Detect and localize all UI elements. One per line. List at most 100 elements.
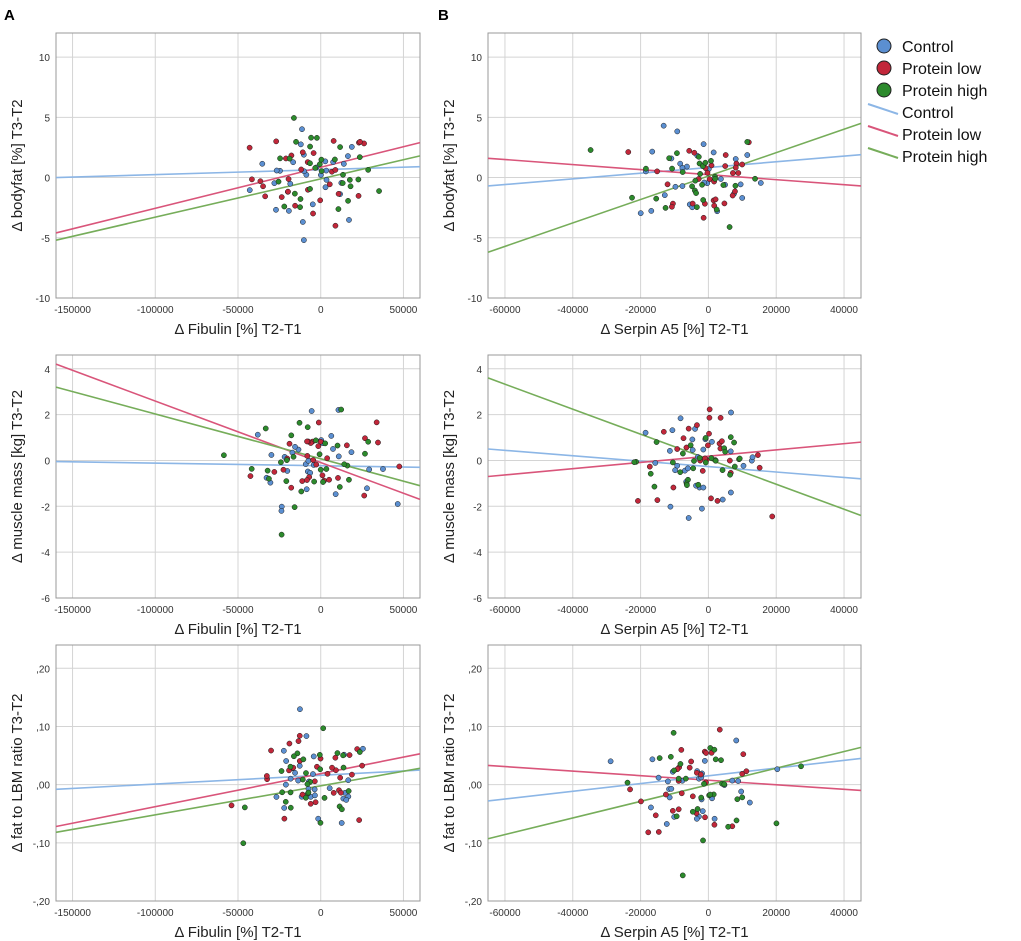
- scatter-point-control: [607, 758, 614, 765]
- scatter-point-protein-high: [337, 144, 343, 150]
- scatter-point-protein-low: [706, 430, 712, 437]
- scatter-point-protein-high: [722, 448, 728, 455]
- scatter-point-protein-high: [673, 813, 680, 820]
- legend: Control Protein low Protein high Control Pro…: [867, 38, 987, 166]
- scatter-point-protein-low: [675, 806, 682, 813]
- scatter-point-control: [684, 465, 691, 472]
- scatter-point-protein-high: [773, 820, 780, 827]
- x-tick-label: 0: [318, 605, 324, 616]
- plot-frame: [487, 644, 862, 902]
- scatter-point-control: [744, 152, 751, 158]
- scatter-point-protein-high: [720, 182, 727, 188]
- scatter-point-protein-high: [314, 135, 320, 141]
- scatter-point-protein-low: [769, 513, 776, 520]
- scatter-point-protein-low: [228, 802, 235, 809]
- scatter-point-protein-low: [706, 406, 713, 413]
- plot-frame: [487, 32, 862, 299]
- scatter-point-protein-high: [666, 155, 673, 162]
- scatter-point-protein-low: [705, 442, 711, 449]
- scatter-point-protein-low: [335, 475, 341, 481]
- scatter-point-protein-high: [278, 531, 285, 538]
- scatter-point-protein-low: [699, 468, 706, 474]
- scatter-point-protein-high: [698, 794, 705, 801]
- scatter-point-protein-low: [356, 817, 362, 823]
- scatter-point-protein-low: [281, 815, 288, 822]
- y-tick-label: 0: [44, 174, 50, 185]
- scatter-point-control: [380, 466, 386, 472]
- scatter-point-protein-high: [736, 455, 743, 462]
- scatter-point-protein-high: [696, 455, 703, 461]
- scatter-point-protein-high: [278, 768, 285, 774]
- scatter-point-control: [290, 159, 296, 166]
- scatter-point-protein-low: [298, 166, 305, 173]
- scatter-point-protein-low: [721, 200, 728, 207]
- scatter-point-control: [326, 785, 333, 792]
- legend-item-marker-protein-low: Protein low: [876, 60, 982, 78]
- scatter-point-protein-high: [298, 488, 305, 495]
- scatter-point-protein-high: [697, 171, 703, 177]
- scatter-point-protein-high: [365, 438, 372, 445]
- scatter-point-protein-high: [690, 465, 697, 472]
- scatter-point-protein-high: [303, 770, 309, 776]
- scatter-point-protein-high: [695, 153, 702, 160]
- scatter-point-control: [700, 484, 707, 491]
- scatter-point-protein-high: [345, 788, 352, 794]
- y-tick-label: -5: [41, 234, 50, 245]
- scatter-point-control: [323, 176, 330, 183]
- scatter-point-protein-high: [739, 794, 746, 801]
- plot-frame: [487, 354, 862, 599]
- x-tick-label: 20000: [762, 305, 790, 316]
- scatter-point-control: [733, 737, 740, 744]
- scatter-point-control: [669, 427, 676, 434]
- scatter-point-protein-high: [667, 753, 674, 760]
- scatter-point-control: [287, 180, 294, 187]
- scatter-point-protein-low: [375, 439, 381, 446]
- scatter-point-protein-high: [684, 482, 690, 488]
- scatter-point-protein-high: [300, 756, 307, 763]
- scatter-point-protein-high: [733, 817, 740, 824]
- scatter-point-protein-high: [307, 160, 313, 167]
- y-tick-label: 4: [476, 365, 482, 376]
- scatter-point-protein-high: [291, 115, 297, 121]
- scatter-point-protein-high: [317, 819, 324, 826]
- fit-line-protein-low: [55, 363, 421, 501]
- scatter-point-control: [332, 491, 339, 497]
- scatter-point-protein-high: [318, 156, 325, 163]
- scatter-point-control: [652, 460, 659, 466]
- scatter-point-protein-high: [297, 196, 304, 202]
- scatter-point-protein-low: [730, 170, 736, 176]
- scatter-point-protein-high: [288, 432, 295, 439]
- scatter-point-control: [273, 167, 280, 174]
- scatter-point-protein-high: [624, 779, 631, 786]
- chart-panel-a-top: -150000 -100000 -50000 0 50000 -10 -5 0 5 10 Δ Fib…: [9, 32, 421, 338]
- scatter-point-control: [699, 505, 705, 512]
- scatter-point-protein-high: [287, 789, 294, 796]
- scatter-point-protein-high: [339, 806, 345, 813]
- scatter-point-protein-low: [359, 762, 365, 769]
- legend-marker: [876, 60, 892, 76]
- scatter-point-protein-low: [257, 178, 264, 185]
- scatter-point-protein-high: [727, 471, 733, 478]
- y-tick-label: 4: [44, 365, 50, 376]
- y-axis-label: Δ muscle mass [kg] T3-T2: [441, 390, 458, 563]
- scatter-point-protein-high: [731, 439, 737, 446]
- scatter-point-protein-low: [669, 807, 676, 814]
- scatter-point-protein-high: [332, 156, 338, 163]
- scatter-point-protein-high: [308, 134, 314, 141]
- scatter-point-protein-low: [627, 786, 633, 793]
- y-tick-label: -,10: [465, 839, 483, 850]
- scatter-point-protein-low: [288, 484, 295, 491]
- scatter-point-protein-low: [743, 768, 750, 775]
- x-axis-label: Δ Fibulin [%] T2-T1: [174, 321, 301, 338]
- scatter-point-protein-high: [241, 804, 248, 811]
- scatter-point-protein-high: [687, 442, 694, 449]
- x-tick-label: -50000: [222, 305, 254, 316]
- fit-line-control: [55, 165, 421, 179]
- scatter-point-protein-low: [688, 758, 694, 765]
- scatter-point-protein-high: [340, 171, 346, 178]
- scatter-point-protein-high: [694, 204, 700, 210]
- scatter-point-protein-low: [310, 457, 317, 463]
- scatter-point-protein-low: [262, 193, 269, 200]
- fit-line-protein-low: [487, 764, 862, 792]
- scatter-point-protein-low: [307, 800, 314, 807]
